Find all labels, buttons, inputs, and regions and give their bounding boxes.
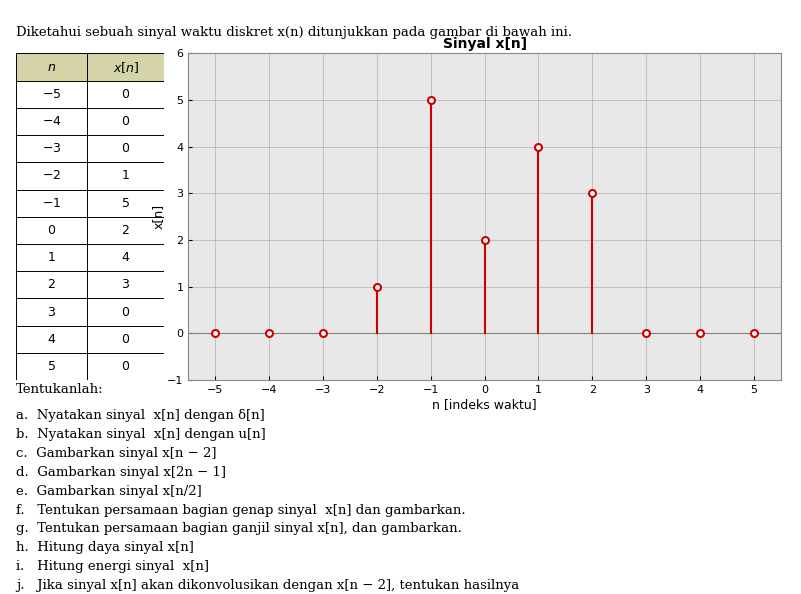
Text: a.  Nyatakan sinyal  x[n] dengan δ[n]: a. Nyatakan sinyal x[n] dengan δ[n] bbox=[16, 409, 265, 422]
Text: $n$: $n$ bbox=[47, 61, 56, 74]
Text: $3$: $3$ bbox=[121, 279, 130, 292]
Text: $x[n]$: $x[n]$ bbox=[112, 59, 139, 74]
Text: j.   Jika sinyal x[n] akan dikonvolusikan dengan x[n − 2], tentukan hasilnya: j. Jika sinyal x[n] akan dikonvolusikan … bbox=[16, 579, 519, 592]
Text: $0$: $0$ bbox=[121, 333, 131, 346]
Text: $5$: $5$ bbox=[121, 197, 130, 210]
Text: $0$: $0$ bbox=[121, 88, 131, 101]
Text: Tentukanlah:: Tentukanlah: bbox=[16, 383, 103, 396]
Text: $2$: $2$ bbox=[122, 224, 130, 237]
Text: $0$: $0$ bbox=[121, 142, 131, 155]
Text: $-3$: $-3$ bbox=[42, 142, 62, 155]
Text: $0$: $0$ bbox=[121, 360, 131, 373]
Title: Sinyal x[n]: Sinyal x[n] bbox=[442, 37, 527, 51]
Text: $5$: $5$ bbox=[47, 360, 56, 373]
Text: $3$: $3$ bbox=[47, 305, 56, 318]
Text: $-2$: $-2$ bbox=[42, 169, 61, 182]
Text: $0$: $0$ bbox=[47, 224, 56, 237]
Text: $1$: $1$ bbox=[121, 169, 130, 182]
Text: b.  Nyatakan sinyal  x[n] dengan u[n]: b. Nyatakan sinyal x[n] dengan u[n] bbox=[16, 428, 266, 441]
Text: g.  Tentukan persamaan bagian ganjil sinyal x[n], dan gambarkan.: g. Tentukan persamaan bagian ganjil siny… bbox=[16, 523, 462, 535]
Text: i.   Hitung energi sinyal  x[n]: i. Hitung energi sinyal x[n] bbox=[16, 560, 209, 573]
Y-axis label: x[n]: x[n] bbox=[151, 204, 164, 229]
Bar bbox=[16, 53, 164, 81]
Text: $1$: $1$ bbox=[47, 251, 56, 264]
Text: $0$: $0$ bbox=[121, 115, 131, 128]
Text: $2$: $2$ bbox=[47, 279, 56, 292]
Text: $-5$: $-5$ bbox=[42, 88, 61, 101]
Text: c.  Gambarkan sinyal x[n − 2]: c. Gambarkan sinyal x[n − 2] bbox=[16, 447, 216, 460]
Text: $0$: $0$ bbox=[121, 305, 131, 318]
Text: $4$: $4$ bbox=[47, 333, 56, 346]
Text: $4$: $4$ bbox=[121, 251, 131, 264]
Text: e.  Gambarkan sinyal x[n/2]: e. Gambarkan sinyal x[n/2] bbox=[16, 485, 202, 498]
Text: f.   Tentukan persamaan bagian genap sinyal  x[n] dan gambarkan.: f. Tentukan persamaan bagian genap sinya… bbox=[16, 504, 465, 517]
Text: $-4$: $-4$ bbox=[42, 115, 62, 128]
Text: Diketahui sebuah sinyal waktu diskret x(n) ditunjukkan pada gambar di bawah ini.: Diketahui sebuah sinyal waktu diskret x(… bbox=[16, 26, 572, 39]
Text: $-1$: $-1$ bbox=[42, 197, 61, 210]
X-axis label: n [indeks waktu]: n [indeks waktu] bbox=[433, 398, 537, 411]
Text: d.  Gambarkan sinyal x[2n − 1]: d. Gambarkan sinyal x[2n − 1] bbox=[16, 466, 226, 479]
Text: h.  Hitung daya sinyal x[n]: h. Hitung daya sinyal x[n] bbox=[16, 541, 194, 554]
